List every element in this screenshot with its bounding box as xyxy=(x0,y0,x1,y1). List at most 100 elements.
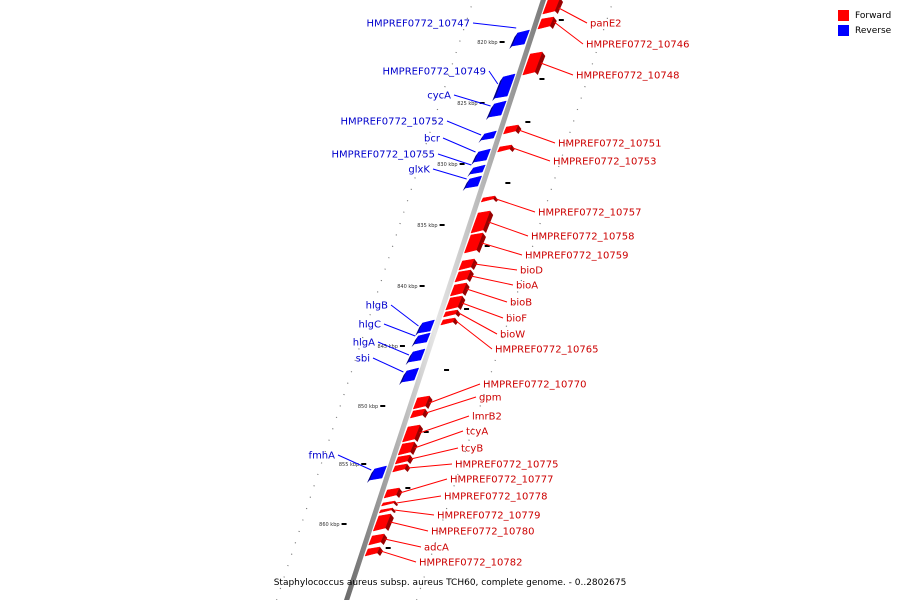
forward-gene-block xyxy=(380,500,396,507)
gene-block-shade xyxy=(482,211,494,233)
gene-block-shade xyxy=(380,534,388,545)
forward-gene-label: HMPREF0772_10770 xyxy=(483,380,586,391)
reverse-gene-label: glxK xyxy=(408,165,430,176)
gene-leader-line xyxy=(425,396,477,414)
gene-leader-line xyxy=(384,538,422,548)
reverse-gene-block xyxy=(469,164,486,175)
forward-gene-block xyxy=(442,309,459,318)
gene-block-shade xyxy=(396,488,403,498)
forward-gene-label: tcyA xyxy=(466,427,488,438)
legend-forward-label: Forward xyxy=(855,10,892,21)
gene-leader-line xyxy=(466,288,508,303)
gene-leader-line xyxy=(394,509,435,516)
forward-gene-label: HMPREF0772_10778 xyxy=(444,492,547,503)
forward-gene-label: panE2 xyxy=(590,19,622,30)
gene-leader-line xyxy=(414,430,464,449)
gene-leader-line xyxy=(453,94,491,107)
reverse-gene-label: HMPREF0772_10749 xyxy=(383,67,486,78)
scale-ticks: 820 kbp 825 kbp 830 kbp 835 kbp 840 kbp 845 k… xyxy=(319,19,564,549)
gene-leader-line xyxy=(474,263,518,271)
scale-tick-label: 835 kbp xyxy=(417,223,437,229)
forward-gene-label: bioB xyxy=(510,298,532,309)
gene-block-shade xyxy=(425,396,433,409)
forward-gene-block xyxy=(364,546,381,557)
gene-block-shade xyxy=(462,283,470,296)
forward-gene-label: HMPREF0772_10775 xyxy=(455,460,558,471)
gene-leader-line xyxy=(429,383,481,404)
gene-block-shade xyxy=(391,508,396,513)
gene-leader-line xyxy=(407,463,453,469)
forward-gene-label: HMPREF0772_10746 xyxy=(586,40,689,51)
gene-leader-line xyxy=(455,320,493,350)
gene-block-shade xyxy=(549,17,557,29)
gene-labels: HMPREF0772_10747 HMPREF0772_10749 cycA HMPR… xyxy=(309,7,689,569)
scale-tick-label: 845 kbp xyxy=(378,344,398,350)
gene-block-shade xyxy=(393,501,399,506)
reverse-gene-label: HMPREF0772_10747 xyxy=(367,19,470,30)
gene-leader-line xyxy=(399,478,448,494)
forward-gene-block xyxy=(392,463,408,473)
scale-tick-label: 825 kbp xyxy=(457,101,477,107)
forward-gene-block xyxy=(480,195,496,203)
forward-gene-label: bioW xyxy=(500,330,525,341)
gene-block-shade xyxy=(411,336,419,347)
forward-gene-label: tcyB xyxy=(461,444,483,455)
gene-block-shade xyxy=(414,425,424,442)
gene-leader-line xyxy=(472,22,517,29)
gene-leader-line xyxy=(488,70,499,85)
gene-block-shade xyxy=(534,52,546,75)
gene-leader-line xyxy=(481,242,523,256)
gene-leader-line xyxy=(437,153,472,166)
forward-swatch xyxy=(838,10,849,21)
forward-gene-label: adcA xyxy=(424,543,449,554)
forward-gene-label: HMPREF0772_10780 xyxy=(431,527,534,538)
gene-block-shade xyxy=(462,179,470,191)
reverse-swatch xyxy=(838,25,849,36)
forward-gene-label: HMPREF0772_10753 xyxy=(553,157,656,168)
forward-gene-block xyxy=(378,507,394,514)
gene-block-shade xyxy=(467,168,474,177)
gene-leader-line xyxy=(540,62,574,76)
forward-gene-label: HMPREF0772_10777 xyxy=(450,475,553,486)
gene-block-shade xyxy=(492,77,504,101)
gene-leader-line xyxy=(558,7,588,24)
reverse-gene-label: sbi xyxy=(356,354,370,365)
reverse-gene-label: bcr xyxy=(424,134,441,145)
gene-block-shade xyxy=(410,442,418,455)
gene-block-shade xyxy=(471,152,479,165)
legend: Forward Reverse xyxy=(838,8,900,38)
gene-block-shade xyxy=(399,371,407,385)
gene-block-shade xyxy=(377,547,384,556)
forward-gene-label: gpm xyxy=(479,393,501,404)
gene-block-shade xyxy=(486,104,495,120)
forward-gene-label: HMPREF0772_10751 xyxy=(558,139,661,150)
gene-block-shade xyxy=(404,464,411,472)
reverse-gene-label: hlgB xyxy=(366,301,388,312)
gene-leader-line xyxy=(446,120,482,136)
forward-gene-label: bioD xyxy=(520,266,543,277)
legend-reverse: Reverse xyxy=(838,23,900,38)
forward-gene-label: HMPREF0772_10758 xyxy=(531,232,634,243)
gene-block-shade xyxy=(385,514,394,531)
gene-leader-line xyxy=(372,357,404,373)
gene-leader-line xyxy=(495,198,536,213)
genome-backbone xyxy=(344,0,546,600)
gene-leader-line xyxy=(377,341,410,356)
scale-tick-label: 850 kbp xyxy=(358,404,378,410)
gene-leader-line xyxy=(512,147,551,162)
forward-gene-block xyxy=(497,144,513,153)
gene-leader-line xyxy=(488,221,529,237)
gene-block-shade xyxy=(466,270,474,282)
gene-block-shade xyxy=(407,455,414,464)
gene-leader-line xyxy=(390,304,419,327)
gene-block-shade xyxy=(415,323,423,336)
gene-block-shade xyxy=(478,134,485,143)
forward-gene-label: bioA xyxy=(516,281,538,292)
gene-block-shade xyxy=(509,33,518,49)
scale-tick-label: 820 kbp xyxy=(477,40,497,46)
gene-block-shade xyxy=(366,469,375,483)
gene-leader-line xyxy=(461,302,504,319)
forward-gene-block xyxy=(394,454,411,465)
gene-leader-line xyxy=(458,312,498,335)
